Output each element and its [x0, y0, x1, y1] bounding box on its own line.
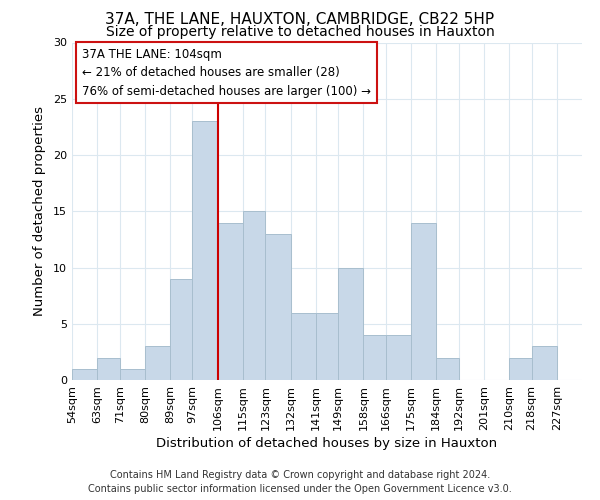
Bar [338, 268, 364, 380]
Bar [265, 234, 290, 380]
Bar [119, 369, 145, 380]
Bar [170, 279, 193, 380]
Bar [97, 358, 119, 380]
Bar [218, 222, 243, 380]
Text: Size of property relative to detached houses in Hauxton: Size of property relative to detached ho… [106, 25, 494, 39]
Bar [386, 335, 411, 380]
Y-axis label: Number of detached properties: Number of detached properties [33, 106, 46, 316]
Bar [509, 358, 532, 380]
Text: 37A, THE LANE, HAUXTON, CAMBRIDGE, CB22 5HP: 37A, THE LANE, HAUXTON, CAMBRIDGE, CB22 … [106, 12, 494, 28]
Bar [532, 346, 557, 380]
Bar [364, 335, 386, 380]
Bar [243, 211, 265, 380]
Bar [411, 222, 436, 380]
X-axis label: Distribution of detached houses by size in Hauxton: Distribution of detached houses by size … [157, 437, 497, 450]
Bar [72, 369, 97, 380]
Bar [193, 121, 218, 380]
Bar [316, 312, 338, 380]
Text: Contains HM Land Registry data © Crown copyright and database right 2024.
Contai: Contains HM Land Registry data © Crown c… [88, 470, 512, 494]
Bar [436, 358, 459, 380]
Bar [290, 312, 316, 380]
Text: 37A THE LANE: 104sqm
← 21% of detached houses are smaller (28)
76% of semi-detac: 37A THE LANE: 104sqm ← 21% of detached h… [82, 48, 371, 98]
Bar [145, 346, 170, 380]
